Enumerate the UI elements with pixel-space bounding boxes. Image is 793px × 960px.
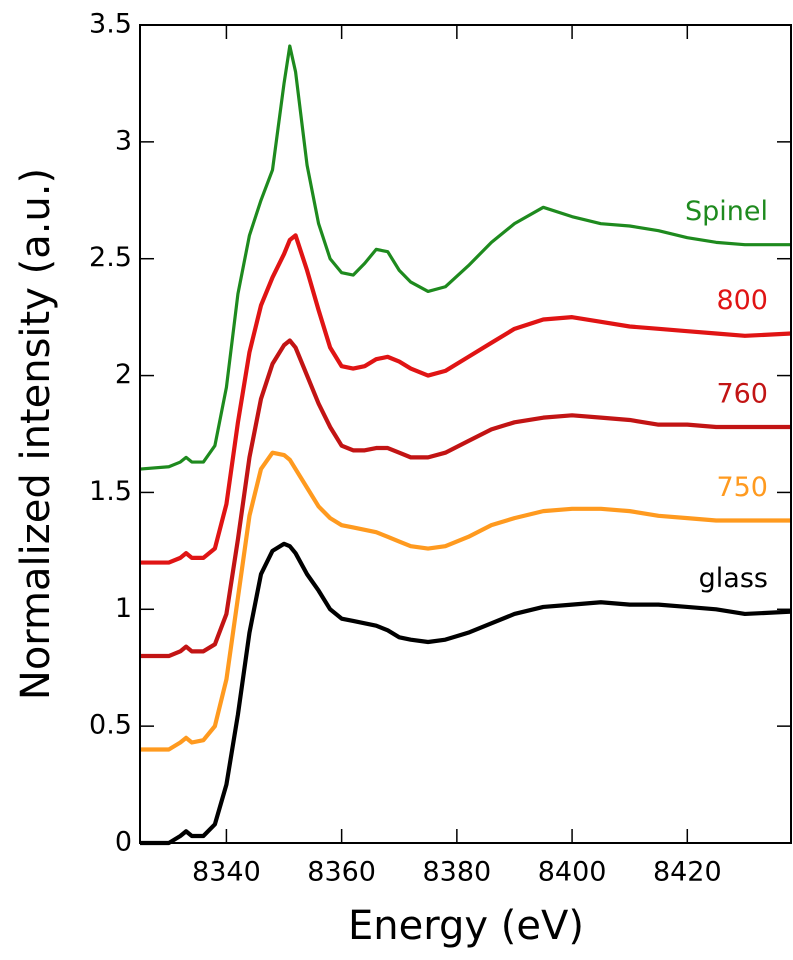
y-tick-label: 0 [115, 827, 132, 858]
plot-frame [139, 24, 792, 844]
series-label: 750 [716, 472, 768, 503]
y-tick-label: 2 [115, 359, 132, 390]
y-tick-label: 3.5 [89, 9, 132, 40]
series-label: Spinel [685, 196, 768, 227]
y-tick-label: 3 [115, 125, 132, 156]
series-line [140, 233, 792, 565]
y-tick-label: 0.5 [89, 710, 132, 741]
series-label: 800 [716, 285, 768, 316]
x-tick-label: 8400 [538, 857, 607, 888]
x-tick-label: 8360 [307, 857, 376, 888]
x-tick-label: 8420 [653, 857, 722, 888]
series-label: glass [699, 563, 768, 594]
x-tick-label: 8380 [422, 857, 491, 888]
x-tick-label: 8340 [192, 857, 261, 888]
y-axis-title: Normalized intensity (a.u.) [13, 168, 59, 700]
x-axis-title: Energy (eV) [348, 903, 584, 949]
series-label: 760 [716, 378, 768, 409]
y-tick-label: 2.5 [89, 242, 132, 273]
series-line [139, 44, 791, 471]
series-line [140, 450, 791, 752]
y-tick-label: 1 [115, 593, 132, 624]
series-line [140, 338, 791, 659]
series-line [140, 541, 792, 846]
y-tick-label: 1.5 [89, 476, 132, 507]
